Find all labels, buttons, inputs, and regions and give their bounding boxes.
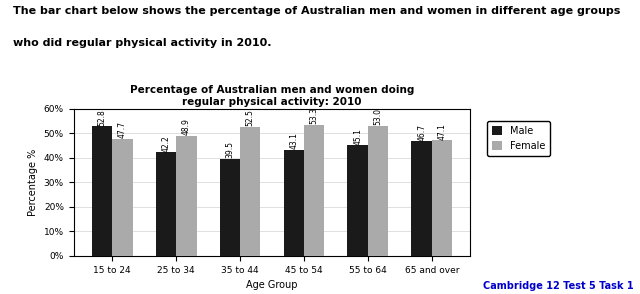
Text: 45.1: 45.1 (353, 128, 362, 145)
Text: 52.5: 52.5 (246, 110, 255, 126)
Title: Percentage of Australian men and women doing
regular physical activity: 2010: Percentage of Australian men and women d… (130, 85, 414, 107)
Text: 46.7: 46.7 (417, 124, 426, 141)
Text: 52.8: 52.8 (97, 109, 106, 126)
Bar (432, 141, 452, 256)
Bar (92, 126, 112, 256)
Text: 39.5: 39.5 (225, 141, 234, 158)
Y-axis label: Percentage %: Percentage % (28, 149, 38, 216)
Bar (220, 159, 240, 256)
Text: 48.9: 48.9 (182, 118, 191, 135)
Text: 53.0: 53.0 (374, 108, 383, 125)
Bar (304, 125, 324, 256)
Bar (348, 145, 368, 256)
Bar (156, 152, 176, 256)
Bar (112, 139, 132, 256)
Bar (176, 136, 196, 256)
Bar (368, 126, 388, 256)
Text: 53.3: 53.3 (310, 108, 319, 124)
Bar (412, 141, 432, 256)
Text: The bar chart below shows the percentage of Australian men and women in differen: The bar chart below shows the percentage… (13, 6, 620, 16)
Text: 43.1: 43.1 (289, 133, 298, 149)
Text: 47.7: 47.7 (118, 121, 127, 138)
X-axis label: Age Group: Age Group (246, 280, 298, 290)
Text: who did regular physical activity in 2010.: who did regular physical activity in 201… (13, 38, 271, 48)
Text: 42.2: 42.2 (161, 135, 170, 152)
Legend: Male, Female: Male, Female (487, 121, 550, 156)
Bar (240, 127, 260, 256)
Text: 47.1: 47.1 (438, 123, 447, 140)
Bar (284, 150, 304, 256)
Text: Cambridge 12 Test 5 Task 1: Cambridge 12 Test 5 Task 1 (483, 281, 634, 291)
